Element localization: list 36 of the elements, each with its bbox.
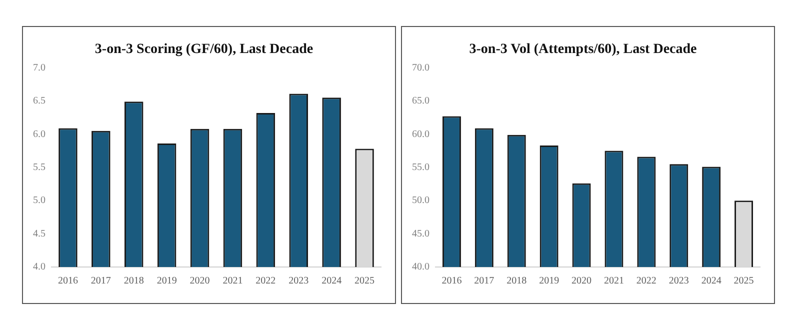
x-tick-label: 2020	[572, 276, 592, 287]
y-tick-label: 65.0	[412, 96, 430, 107]
y-tick-label: 6.5	[33, 96, 46, 107]
x-tick-label: 2019	[539, 276, 560, 287]
y-tick-label: 70.0	[412, 62, 430, 74]
y-tick-label: 60.0	[412, 128, 430, 140]
y-tick-label: 55.0	[412, 162, 430, 174]
y-tick-label: 7.0	[33, 62, 46, 74]
y-tick-label: 5.0	[33, 195, 46, 206]
x-tick-label: 2016	[442, 276, 462, 287]
x-tick-label: 2022	[256, 276, 276, 287]
y-tick-label: 50.0	[412, 195, 430, 206]
x-tick-label: 2024	[322, 276, 342, 287]
y-tick-label: 45.0	[412, 228, 430, 240]
x-tick-label: 2024	[701, 276, 722, 287]
x-tick-label: 2016	[58, 276, 78, 287]
x-tick-label: 2023	[668, 276, 689, 287]
y-tick-label: 4.5	[33, 228, 46, 240]
x-tick-label: 2025	[734, 276, 754, 287]
y-tick-label: 4.0	[33, 262, 46, 273]
x-tick-label: 2020	[190, 276, 210, 287]
x-tick-label: 2018	[124, 276, 144, 287]
x-tick-label: 2021	[604, 276, 624, 287]
chart-title: 3-on-3 Scoring (GF/60), Last Decade	[94, 42, 314, 58]
x-tick-label: 2021	[222, 276, 243, 287]
x-tick-label: 2018	[506, 276, 527, 287]
chart-title: 3-on-3 Vol (Attempts/60), Last Decade	[469, 42, 697, 58]
y-tick-label: 40.0	[412, 262, 430, 273]
x-tick-label: 2019	[156, 276, 177, 287]
x-tick-label: 2017	[90, 276, 111, 287]
x-tick-label: 2017	[474, 276, 494, 287]
x-tick-label: 2025	[354, 276, 375, 287]
x-tick-label: 2023	[288, 276, 309, 287]
y-tick-label: 6.0	[33, 128, 46, 140]
y-tick-label: 5.5	[33, 162, 46, 174]
x-tick-label: 2022	[636, 276, 656, 287]
